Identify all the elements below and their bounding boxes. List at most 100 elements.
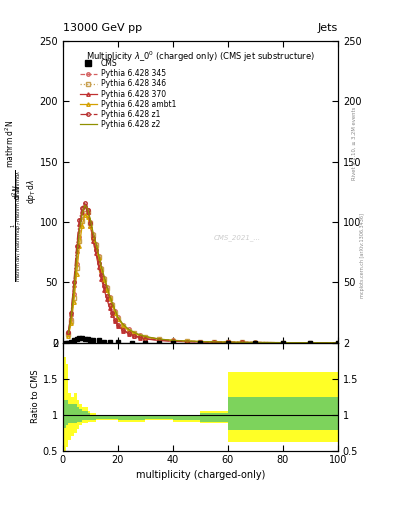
Pythia 6.428 345 <box>138 332 142 338</box>
Pythia 6.428 z1 <box>113 317 118 323</box>
CMS <box>80 335 84 341</box>
Pythia 6.428 ambt1 <box>110 302 115 308</box>
CMS <box>88 337 93 344</box>
Pythia 6.428 370 <box>107 305 112 311</box>
Text: $\frac{1}{\mathrm{mathrm\,d}N\,/\,\mathrm{mathrm\,d}p_T\,\mathrm{mathrm\,d}\,\ma: $\frac{1}{\mathrm{mathrm\,d}N\,/\,\mathr… <box>10 169 25 282</box>
Pythia 6.428 346 <box>184 338 189 344</box>
Pythia 6.428 345 <box>69 315 73 322</box>
CMS <box>308 339 313 346</box>
Pythia 6.428 ambt1 <box>88 223 93 229</box>
Pythia 6.428 346 <box>96 254 101 260</box>
Line: Pythia 6.428 370: Pythia 6.428 370 <box>67 203 340 345</box>
Pythia 6.428 345 <box>72 291 76 297</box>
CMS <box>85 336 90 342</box>
Pythia 6.428 z2 <box>308 339 313 346</box>
Pythia 6.428 345 <box>127 327 131 333</box>
Pythia 6.428 370 <box>91 238 95 244</box>
CMS <box>198 339 203 346</box>
Pythia 6.428 346 <box>80 218 84 224</box>
Pythia 6.428 z2 <box>121 322 126 328</box>
CMS <box>107 338 112 345</box>
CMS <box>226 339 230 346</box>
Pythia 6.428 z1 <box>72 280 76 286</box>
Pythia 6.428 345 <box>96 253 101 259</box>
Pythia 6.428 346 <box>91 232 95 239</box>
Pythia 6.428 z1 <box>212 339 217 345</box>
Pythia 6.428 z1 <box>127 330 131 336</box>
CMS <box>96 337 101 344</box>
Pythia 6.428 z1 <box>157 337 162 344</box>
Pythia 6.428 346 <box>66 331 71 337</box>
Pythia 6.428 346 <box>226 339 230 345</box>
Pythia 6.428 z1 <box>138 334 142 340</box>
Pythia 6.428 346 <box>69 318 73 324</box>
Pythia 6.428 ambt1 <box>113 310 118 316</box>
Pythia 6.428 ambt1 <box>99 267 104 273</box>
CMS <box>253 339 258 346</box>
Pythia 6.428 346 <box>107 295 112 301</box>
Pythia 6.428 370 <box>253 339 258 346</box>
Pythia 6.428 346 <box>116 315 120 322</box>
CMS <box>171 339 175 346</box>
Pythia 6.428 346 <box>102 276 107 282</box>
Pythia 6.428 z1 <box>132 333 137 339</box>
Pythia 6.428 z1 <box>66 329 71 335</box>
Line: Pythia 6.428 z1: Pythia 6.428 z1 <box>67 201 340 345</box>
Pythia 6.428 ambt1 <box>171 337 175 344</box>
Pythia 6.428 370 <box>198 339 203 345</box>
Pythia 6.428 ambt1 <box>66 332 71 338</box>
Pythia 6.428 z1 <box>107 302 112 308</box>
Pythia 6.428 z1 <box>69 310 73 316</box>
Pythia 6.428 ambt1 <box>94 244 98 250</box>
Pythia 6.428 ambt1 <box>308 339 313 346</box>
Pythia 6.428 346 <box>105 285 109 291</box>
Pythia 6.428 346 <box>157 336 162 343</box>
Pythia 6.428 z2 <box>336 339 340 346</box>
Pythia 6.428 346 <box>77 238 82 244</box>
Pythia 6.428 z2 <box>66 330 71 336</box>
Pythia 6.428 345 <box>157 336 162 342</box>
Pythia 6.428 345 <box>99 265 104 271</box>
Pythia 6.428 ambt1 <box>212 339 217 345</box>
Pythia 6.428 370 <box>132 333 137 339</box>
Pythia 6.428 ambt1 <box>80 223 84 229</box>
Pythia 6.428 ambt1 <box>105 287 109 293</box>
Pythia 6.428 345 <box>83 203 87 209</box>
Pythia 6.428 346 <box>212 339 217 345</box>
Pythia 6.428 346 <box>110 302 115 308</box>
Pythia 6.428 346 <box>127 328 131 334</box>
Pythia 6.428 346 <box>253 339 258 346</box>
Pythia 6.428 z2 <box>105 283 109 289</box>
Pythia 6.428 370 <box>127 331 131 337</box>
Pythia 6.428 345 <box>212 339 217 345</box>
Pythia 6.428 z1 <box>74 243 79 249</box>
Pythia 6.428 z1 <box>99 272 104 278</box>
Pythia 6.428 z1 <box>96 260 101 266</box>
Pythia 6.428 z1 <box>91 234 95 241</box>
Y-axis label: $\mathrm{d}^2N$
$\mathrm{d}p_T\,\mathrm{d}\lambda$: $\mathrm{d}^2N$ $\mathrm{d}p_T\,\mathrm{… <box>11 179 38 204</box>
CMS <box>91 337 95 344</box>
Pythia 6.428 ambt1 <box>116 315 120 322</box>
Pythia 6.428 z2 <box>157 336 162 342</box>
Pythia 6.428 370 <box>69 311 73 317</box>
Pythia 6.428 ambt1 <box>138 332 142 338</box>
Pythia 6.428 345 <box>102 274 107 281</box>
Pythia 6.428 z2 <box>127 327 131 333</box>
Pythia 6.428 z1 <box>308 339 313 346</box>
CMS <box>77 335 82 341</box>
Pythia 6.428 370 <box>113 318 118 324</box>
Pythia 6.428 346 <box>308 339 313 346</box>
Pythia 6.428 345 <box>110 301 115 307</box>
Pythia 6.428 ambt1 <box>127 328 131 334</box>
Pythia 6.428 z1 <box>281 339 285 346</box>
Text: Jets: Jets <box>318 23 338 33</box>
Pythia 6.428 370 <box>105 296 109 303</box>
Pythia 6.428 ambt1 <box>184 338 189 344</box>
Pythia 6.428 370 <box>94 250 98 257</box>
Pythia 6.428 345 <box>226 339 230 345</box>
Pythia 6.428 ambt1 <box>74 271 79 277</box>
Pythia 6.428 370 <box>308 339 313 346</box>
Pythia 6.428 345 <box>281 339 285 346</box>
Pythia 6.428 370 <box>77 221 82 227</box>
Pythia 6.428 370 <box>80 209 84 216</box>
